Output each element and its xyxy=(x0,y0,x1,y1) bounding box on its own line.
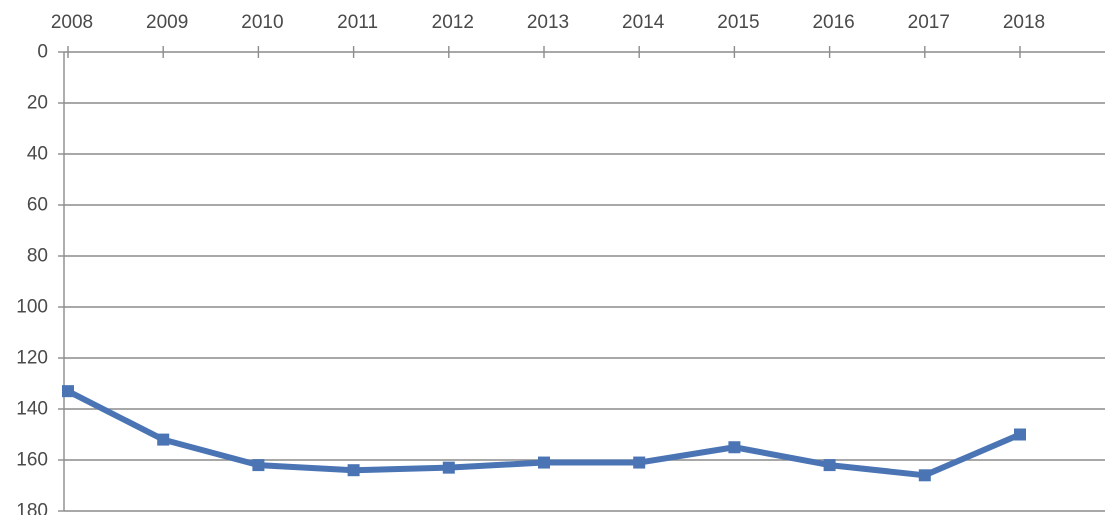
data-point-2015 xyxy=(728,441,741,454)
data-point-2014 xyxy=(633,456,646,469)
x-tick-label: 2012 xyxy=(432,12,474,33)
series-layer xyxy=(62,385,1026,482)
y-tick-label: 140 xyxy=(16,399,48,420)
x-tick-label: 2018 xyxy=(1003,12,1045,33)
x-tick-label: 2011 xyxy=(337,12,378,33)
gridlines xyxy=(64,51,1105,512)
x-tick-label: 2009 xyxy=(146,12,188,33)
y-tick-label: 60 xyxy=(27,195,48,216)
x-tick-label: 2015 xyxy=(717,12,759,33)
y-tick-label: 100 xyxy=(16,297,48,318)
data-point-2013 xyxy=(538,456,550,469)
y-tick-label: 20 xyxy=(27,93,48,114)
data-point-2010 xyxy=(252,459,265,472)
x-tick-label: 2013 xyxy=(527,12,569,33)
x-tick-labels: 2008 2009 2010 2011 2012 2013 2014 2015 2016 2017… xyxy=(51,12,1045,33)
y-tick-label: 180 xyxy=(16,501,48,515)
data-point-2016 xyxy=(823,459,836,472)
data-point-2018 xyxy=(1014,428,1026,441)
axes xyxy=(58,46,1021,512)
x-tick-label: 2017 xyxy=(908,12,950,33)
data-point-2009 xyxy=(157,433,170,446)
data-point-2017 xyxy=(918,469,931,482)
y-tick-label: 0 xyxy=(37,42,48,63)
y-tick-label: 120 xyxy=(16,348,48,369)
x-tick-label: 2016 xyxy=(812,12,854,33)
x-tick-label: 2010 xyxy=(241,12,283,33)
y-tick-label: 160 xyxy=(16,450,48,471)
data-point-2008 xyxy=(62,385,74,398)
y-tick-labels: 0 20 40 60 80 100 120 140 160 180 xyxy=(16,42,48,515)
y-tick-label: 80 xyxy=(27,246,48,267)
data-point-2012 xyxy=(442,461,455,474)
y-tick-label: 40 xyxy=(27,144,48,165)
x-tick-label: 2014 xyxy=(622,12,665,33)
x-tick-label: 2008 xyxy=(51,12,93,33)
data-point-2011 xyxy=(347,464,360,477)
